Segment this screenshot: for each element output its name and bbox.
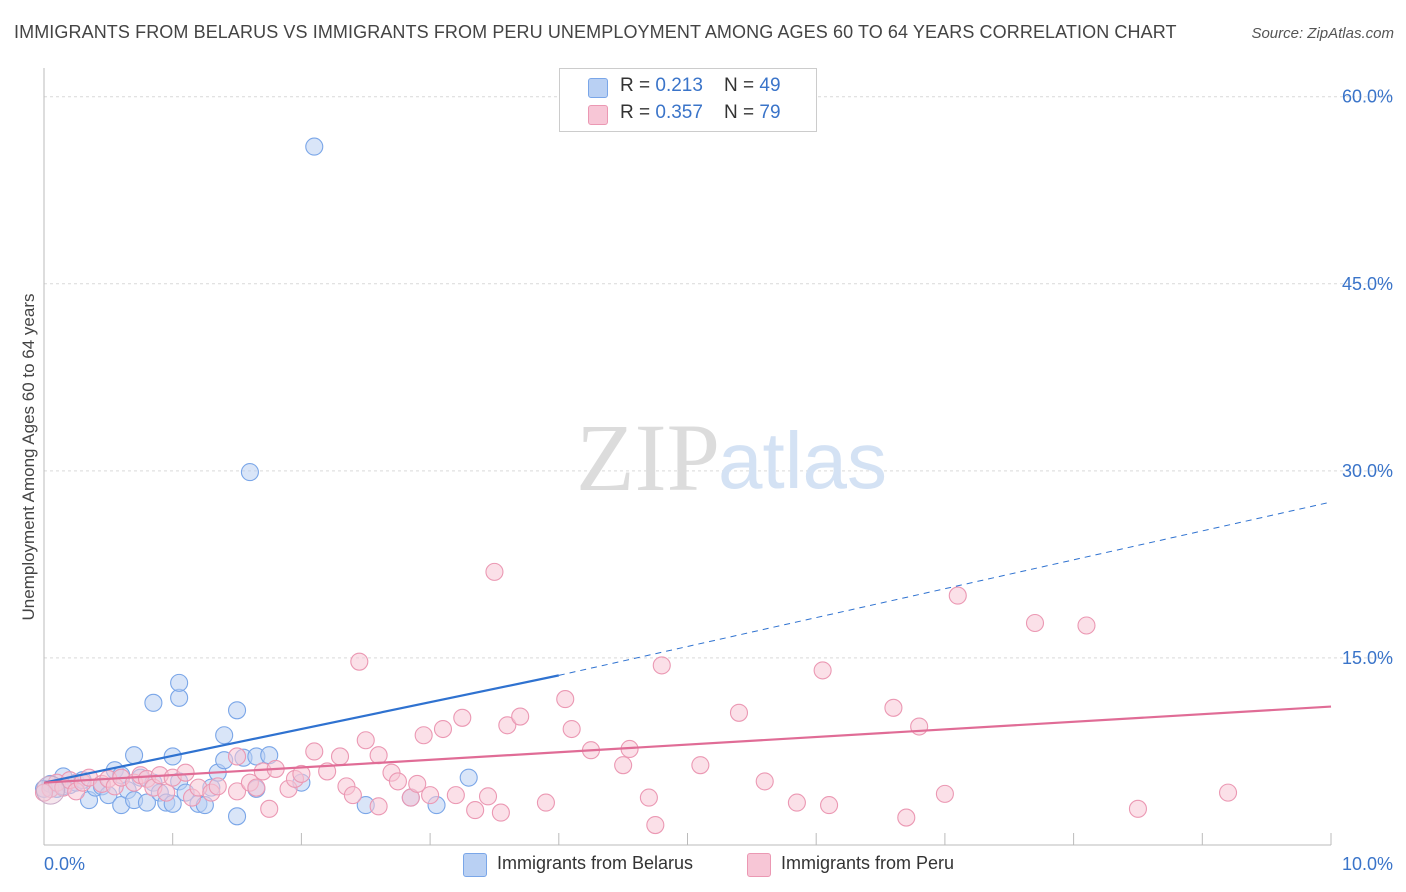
point-peru [1218, 783, 1238, 802]
points-layer [34, 137, 1238, 835]
point-peru [562, 719, 581, 739]
point-peru [208, 777, 227, 796]
y-tick-label: 45.0% [1342, 274, 1393, 294]
point-peru [755, 772, 774, 791]
point-belarus [144, 693, 163, 712]
bottom-legend-swatch-belarus [463, 853, 487, 877]
trend-line-belarus [43, 674, 560, 784]
point-peru [453, 708, 472, 727]
correlation-legend: R = 0.213 N = 49 R = 0.357 N = 79 [559, 68, 817, 132]
chart-title: IMMIGRANTS FROM BELARUS VS IMMIGRANTS FR… [14, 22, 1177, 42]
point-peru [228, 747, 247, 766]
point-belarus [215, 726, 234, 745]
y-tick-label: 15.0% [1342, 648, 1393, 668]
point-belarus [170, 673, 189, 692]
point-peru [305, 742, 324, 761]
y-tick-label: 60.0% [1342, 87, 1393, 107]
point-peru [787, 793, 806, 812]
point-peru [478, 787, 498, 806]
point-peru [910, 717, 929, 736]
y-axis-label: Unemployment Among Ages 60 to 64 years [19, 294, 38, 621]
point-peru [556, 690, 575, 709]
point-peru [652, 656, 671, 675]
source-label: Source: ZipAtlas.com [1251, 25, 1394, 42]
point-peru [498, 716, 517, 735]
point-peru [408, 774, 427, 793]
point-peru [691, 756, 710, 775]
point-peru [536, 793, 555, 812]
point-peru [433, 719, 453, 739]
point-peru [614, 756, 633, 775]
point-peru [729, 703, 749, 722]
point-peru [813, 661, 832, 680]
point-peru [511, 707, 530, 726]
x-tick-label: 10.0% [1342, 854, 1393, 874]
legend-r-label: R = [620, 75, 656, 96]
point-peru [446, 786, 465, 805]
trend-layer [43, 501, 1332, 784]
legend-n-value-belarus: 49 [759, 75, 781, 96]
trend-line-peru [43, 705, 1332, 784]
point-peru [485, 562, 504, 581]
point-peru [157, 783, 176, 802]
point-belarus [305, 137, 324, 156]
point-peru [1077, 616, 1096, 635]
point-peru [369, 797, 388, 816]
point-peru [1128, 799, 1147, 818]
watermark-zip: ZIP [576, 404, 720, 511]
point-peru [414, 726, 433, 745]
point-belarus [459, 768, 478, 787]
point-peru [330, 747, 350, 766]
watermark-atlas: atlas [718, 416, 887, 505]
point-peru [350, 652, 369, 671]
point-peru [228, 782, 247, 801]
bottom-legend-label-belarus: Immigrants from Belarus [497, 853, 694, 873]
point-peru [935, 784, 954, 803]
axis-layer [43, 68, 1332, 846]
point-peru [646, 815, 665, 835]
point-belarus [228, 701, 247, 720]
legend-n-value-peru: 79 [759, 102, 781, 123]
point-peru [292, 764, 311, 783]
point-peru [897, 808, 916, 827]
point-peru [884, 698, 903, 717]
point-peru [34, 783, 54, 802]
point-peru [369, 746, 388, 765]
point-peru [820, 796, 839, 815]
legend-r-value-belarus: 0.213 [655, 75, 703, 96]
point-peru [343, 786, 362, 805]
x-tick-label: 0.0% [44, 854, 85, 874]
point-belarus [228, 807, 247, 826]
point-peru [948, 586, 967, 605]
point-peru [247, 778, 266, 797]
legend-r-value-peru: 0.357 [655, 102, 703, 123]
legend-n-label: N = [724, 102, 760, 123]
point-cluster [35, 775, 65, 805]
grid-layer [44, 96, 1392, 659]
point-belarus [240, 463, 259, 482]
point-peru [639, 788, 658, 807]
y-tick-label: 30.0% [1342, 461, 1393, 481]
point-belarus [125, 746, 144, 765]
point-peru [176, 763, 195, 782]
legend-swatch-belarus [588, 78, 608, 98]
bottom-legend-swatch-peru [747, 853, 771, 877]
bottom-legend-label-peru: Immigrants from Peru [781, 853, 955, 873]
point-peru [260, 799, 279, 818]
point-peru [421, 786, 440, 805]
point-belarus [137, 793, 157, 812]
trend-line-belarus-extension [558, 501, 1332, 676]
legend-n-label: N = [724, 75, 760, 96]
point-peru [356, 731, 375, 750]
point-peru [466, 801, 485, 820]
point-peru [491, 803, 510, 822]
legend-r-label: R = [620, 102, 656, 123]
ticks-layer: 15.0% 30.0% 45.0% 60.0% 0.0% 10.0% [44, 87, 1393, 874]
legend-swatch-peru [588, 105, 608, 125]
point-peru [388, 772, 407, 791]
point-peru [1025, 613, 1045, 633]
